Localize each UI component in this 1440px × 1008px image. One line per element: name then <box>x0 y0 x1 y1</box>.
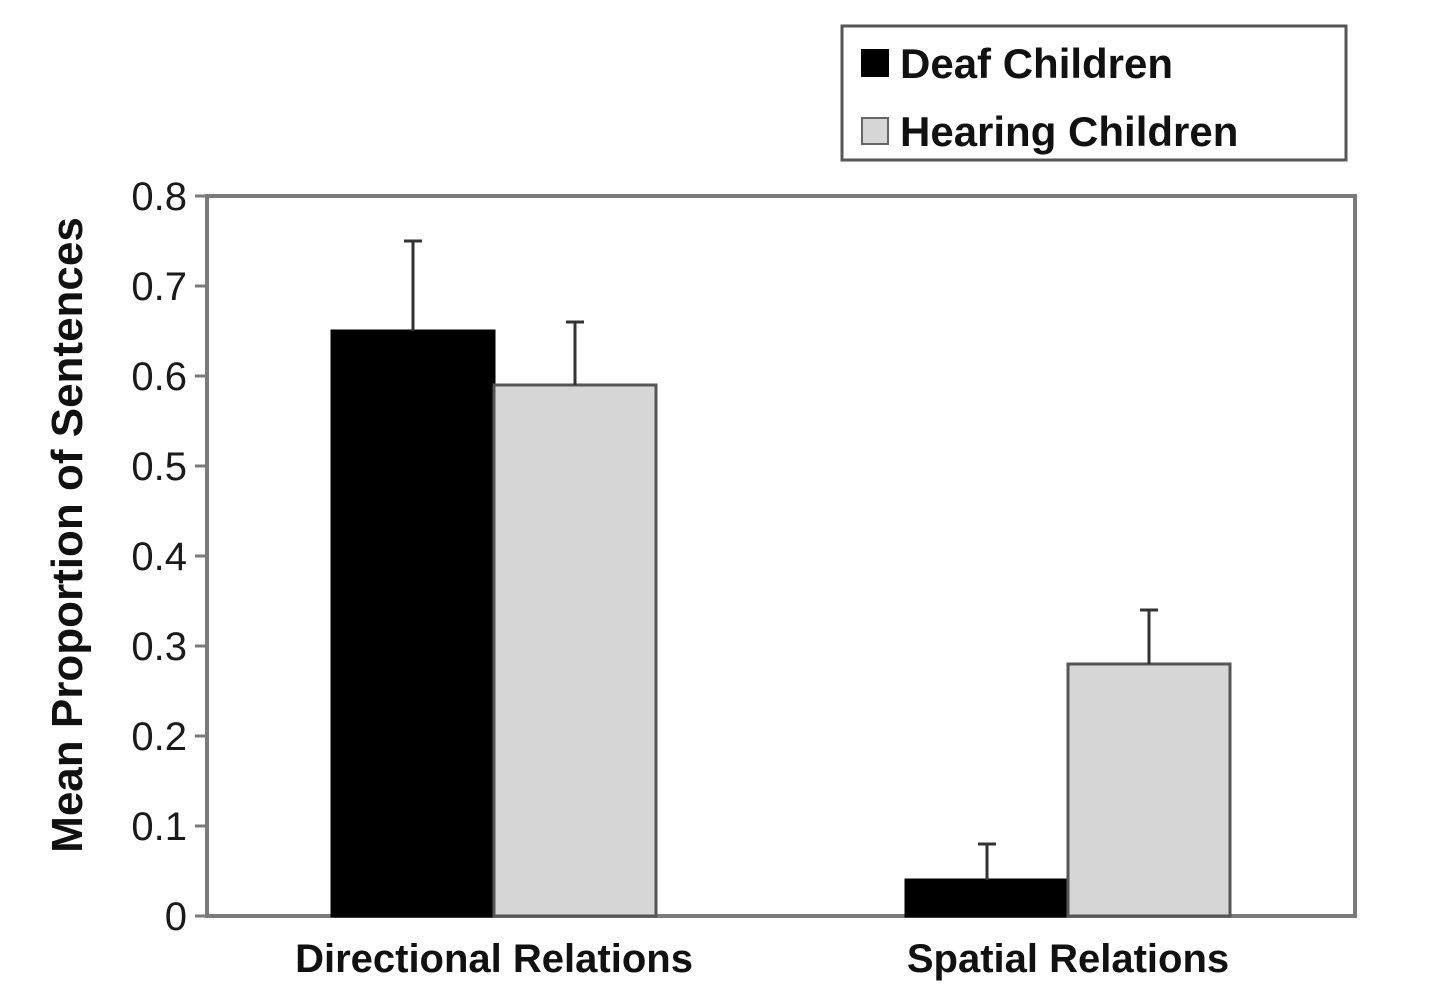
y-tick-label: 0.7 <box>131 265 187 309</box>
bar-hearing-children-directional-relations <box>492 383 658 918</box>
legend-box <box>840 24 1348 162</box>
bar-hearing-children-spatial-relations <box>1066 662 1232 918</box>
y-tick-label: 0.8 <box>131 175 187 219</box>
x-axis: Directional Relations Spatial Relations <box>295 937 1229 981</box>
y-axis-title: Mean Proportion of Sentences <box>43 217 92 853</box>
y-tick-label: 0.4 <box>131 535 187 579</box>
y-tick-label: 0.2 <box>131 715 187 759</box>
y-tick-label: 0.6 <box>131 355 187 399</box>
legend: Deaf Children Hearing Children <box>840 24 1348 162</box>
legend-swatch-hearing-children <box>861 117 889 145</box>
legend-label-hearing-children: Hearing Children <box>900 108 1238 155</box>
y-tick-label: 0.3 <box>131 625 187 669</box>
x-tick-label-directional-relations: Directional Relations <box>295 937 693 981</box>
legend-label-deaf-children: Deaf Children <box>900 40 1173 87</box>
bar-deaf-children-spatial-relations <box>904 878 1070 918</box>
y-tick-label: 0.1 <box>131 805 187 849</box>
bars-group <box>330 329 1232 918</box>
error-bars-group <box>404 239 1158 880</box>
bar-deaf-children-directional-relations <box>330 329 496 918</box>
x-tick-label-spatial-relations: Spatial Relations <box>907 937 1229 981</box>
y-axis: 0 0.1 0.2 0.3 0.4 0.5 0.6 0.7 0.8 <box>131 175 207 939</box>
y-tick-label: 0.5 <box>131 445 187 489</box>
y-tick-label: 0 <box>165 895 187 939</box>
legend-swatch-deaf-children <box>861 49 889 77</box>
